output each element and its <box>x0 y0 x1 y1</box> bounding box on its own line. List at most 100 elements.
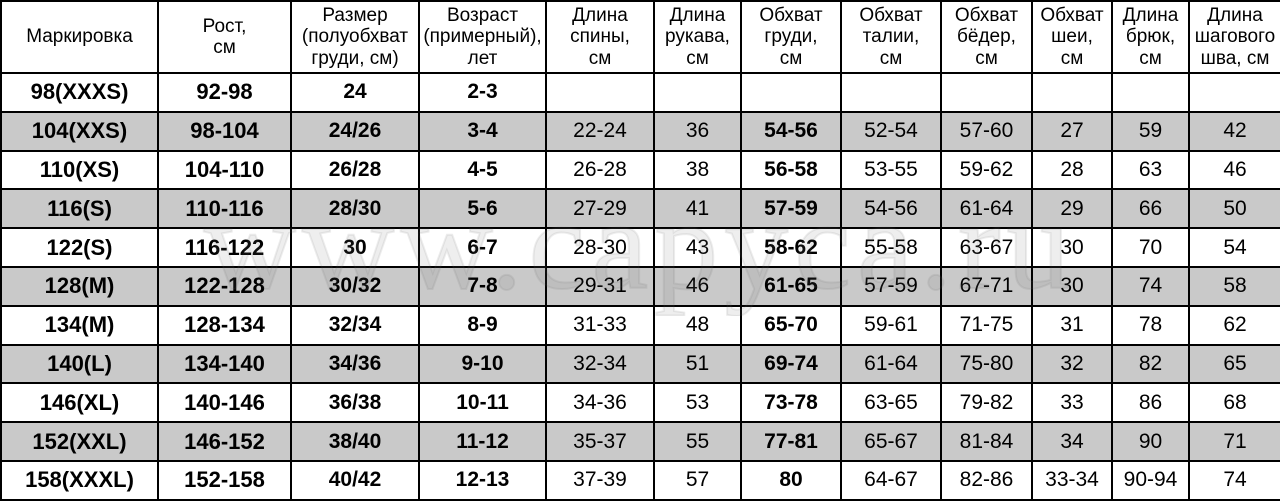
cell-marking: 116(S) <box>0 188 159 230</box>
cell-waist-girth: 52-54 <box>840 110 942 152</box>
cell-age: 4-5 <box>418 149 547 191</box>
cell-inseam-length: 46 <box>1188 149 1280 191</box>
cell-height: 146-152 <box>157 421 292 462</box>
column-header-neck-girth: Обхват шеи, см <box>1031 0 1113 74</box>
cell-age: 2-3 <box>418 72 547 113</box>
cell-height: 152-158 <box>157 459 292 501</box>
cell-size: 40/42 <box>290 459 420 501</box>
cell-size: 28/30 <box>290 188 420 230</box>
cell-waist-girth: 59-61 <box>840 304 942 346</box>
cell-trouser-length: 63 <box>1111 149 1190 191</box>
cell-inseam-length: 71 <box>1188 421 1280 462</box>
cell-size: 36/38 <box>290 382 420 424</box>
column-header-height: Рост, см <box>157 0 292 74</box>
column-header-marking: Маркировка <box>0 0 159 74</box>
table-body: 98(XXXS) 92-98 24 2-3 104(XXS) 98-104 24/26 3-4… <box>0 72 1280 501</box>
table-header: Маркировка Рост, см Размер (полуобхват груд… <box>0 0 1280 74</box>
cell-chest-girth: 56-58 <box>740 149 842 191</box>
cell-waist-girth: 61-64 <box>840 343 942 385</box>
cell-trouser-length: 74 <box>1111 265 1190 307</box>
cell-hip-girth: 82-86 <box>940 459 1033 501</box>
table-row: 128(M) 122-128 30/32 7-8 29-31 46 61-65 57-59 67… <box>0 265 1280 307</box>
column-header-trouser-length: Длина брюк, см <box>1111 0 1190 74</box>
cell-back-length: 34-36 <box>545 382 655 424</box>
cell-inseam-length: 58 <box>1188 265 1280 307</box>
cell-trouser-length: 66 <box>1111 188 1190 230</box>
cell-neck-girth: 28 <box>1031 149 1113 191</box>
cell-hip-girth: 63-67 <box>940 227 1033 268</box>
cell-height: 116-122 <box>157 227 292 268</box>
cell-chest-girth: 65-70 <box>740 304 842 346</box>
cell-chest-girth <box>740 72 842 113</box>
cell-size: 38/40 <box>290 421 420 462</box>
cell-chest-girth: 69-74 <box>740 343 842 385</box>
cell-neck-girth: 32 <box>1031 343 1113 385</box>
cell-waist-girth: 57-59 <box>840 265 942 307</box>
cell-back-length: 32-34 <box>545 343 655 385</box>
table-row: 110(XS) 104-110 26/28 4-5 26-28 38 56-58 53-55 5… <box>0 149 1280 191</box>
cell-hip-girth: 61-64 <box>940 188 1033 230</box>
cell-age: 8-9 <box>418 304 547 346</box>
cell-waist-girth: 53-55 <box>840 149 942 191</box>
table-row: 116(S) 110-116 28/30 5-6 27-29 41 57-59 54-56 61… <box>0 188 1280 230</box>
cell-marking: 146(XL) <box>0 382 159 424</box>
cell-inseam-length: 42 <box>1188 110 1280 152</box>
cell-inseam-length: 74 <box>1188 459 1280 501</box>
cell-hip-girth: 71-75 <box>940 304 1033 346</box>
cell-back-length: 35-37 <box>545 421 655 462</box>
cell-marking: 98(XXXS) <box>0 72 159 113</box>
cell-chest-girth: 58-62 <box>740 227 842 268</box>
cell-age: 6-7 <box>418 227 547 268</box>
cell-back-length: 27-29 <box>545 188 655 230</box>
cell-chest-girth: 61-65 <box>740 265 842 307</box>
cell-neck-girth <box>1031 72 1113 113</box>
cell-sleeve-length: 48 <box>653 304 742 346</box>
table-row: 152(XXL) 146-152 38/40 11-12 35-37 55 77-81 65-… <box>0 421 1280 462</box>
cell-height: 122-128 <box>157 265 292 307</box>
cell-trouser-length: 78 <box>1111 304 1190 346</box>
cell-sleeve-length: 38 <box>653 149 742 191</box>
cell-marking: 128(M) <box>0 265 159 307</box>
cell-trouser-length: 86 <box>1111 382 1190 424</box>
cell-hip-girth: 59-62 <box>940 149 1033 191</box>
cell-height: 140-146 <box>157 382 292 424</box>
cell-inseam-length: 54 <box>1188 227 1280 268</box>
cell-hip-girth: 57-60 <box>940 110 1033 152</box>
cell-chest-girth: 80 <box>740 459 842 501</box>
cell-size: 34/36 <box>290 343 420 385</box>
table-row: 134(M) 128-134 32/34 8-9 31-33 48 65-70 59-61 71… <box>0 304 1280 346</box>
cell-size: 30/32 <box>290 265 420 307</box>
cell-neck-girth: 34 <box>1031 421 1113 462</box>
cell-neck-girth: 30 <box>1031 265 1113 307</box>
cell-chest-girth: 77-81 <box>740 421 842 462</box>
cell-marking: 140(L) <box>0 343 159 385</box>
column-header-size: Размер (полуобхват груди, см) <box>290 0 420 74</box>
cell-back-length: 22-24 <box>545 110 655 152</box>
cell-height: 104-110 <box>157 149 292 191</box>
cell-back-length: 26-28 <box>545 149 655 191</box>
cell-marking: 134(M) <box>0 304 159 346</box>
cell-size: 30 <box>290 227 420 268</box>
cell-inseam-length: 50 <box>1188 188 1280 230</box>
column-header-sleeve-length: Длина рукава, см <box>653 0 742 74</box>
cell-neck-girth: 30 <box>1031 227 1113 268</box>
cell-age: 9-10 <box>418 343 547 385</box>
cell-age: 11-12 <box>418 421 547 462</box>
cell-neck-girth: 27 <box>1031 110 1113 152</box>
table-row: 98(XXXS) 92-98 24 2-3 <box>0 72 1280 113</box>
cell-trouser-length: 90-94 <box>1111 459 1190 501</box>
cell-size: 24/26 <box>290 110 420 152</box>
cell-height: 92-98 <box>157 72 292 113</box>
table-row: 146(XL) 140-146 36/38 10-11 34-36 53 73-78 63-6… <box>0 382 1280 424</box>
cell-sleeve-length: 46 <box>653 265 742 307</box>
cell-trouser-length: 59 <box>1111 110 1190 152</box>
cell-size: 26/28 <box>290 149 420 191</box>
cell-chest-girth: 54-56 <box>740 110 842 152</box>
cell-inseam-length: 62 <box>1188 304 1280 346</box>
cell-waist-girth: 54-56 <box>840 188 942 230</box>
table-row: 122(S) 116-122 30 6-7 28-30 43 58-62 55-58 63-67… <box>0 227 1280 268</box>
cell-chest-girth: 57-59 <box>740 188 842 230</box>
cell-inseam-length: 65 <box>1188 343 1280 385</box>
table-row: 158(XXXL) 152-158 40/42 12-13 37-39 57 80 64-67… <box>0 459 1280 501</box>
column-header-hip-girth: Обхват бёдер, см <box>940 0 1033 74</box>
